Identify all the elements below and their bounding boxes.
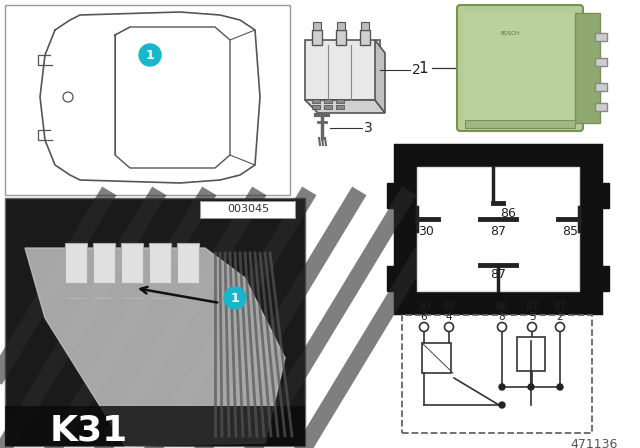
Text: 2: 2: [412, 63, 420, 77]
Text: 1: 1: [419, 60, 428, 76]
Bar: [417, 167, 579, 291]
Text: 4: 4: [445, 312, 452, 322]
Bar: [337, 22, 345, 30]
Bar: [5, 406, 305, 446]
Bar: [517, 337, 545, 371]
Text: 86: 86: [500, 207, 516, 220]
Text: 5: 5: [529, 312, 535, 322]
Circle shape: [528, 384, 534, 390]
Circle shape: [419, 323, 429, 332]
Bar: [575, 13, 600, 123]
Bar: [403, 153, 593, 305]
Bar: [200, 201, 295, 218]
Text: 003045: 003045: [227, 204, 269, 214]
Text: 87: 87: [490, 268, 506, 281]
Text: 1: 1: [146, 48, 154, 61]
Bar: [361, 22, 369, 30]
Text: 3: 3: [364, 121, 372, 135]
Text: 30: 30: [417, 302, 431, 312]
Text: 471136: 471136: [570, 438, 618, 448]
Bar: [387, 266, 403, 291]
Circle shape: [63, 92, 73, 102]
Text: 85: 85: [562, 224, 578, 237]
Text: 86: 86: [495, 302, 509, 312]
Text: 6: 6: [420, 312, 428, 322]
Circle shape: [527, 323, 536, 332]
Bar: [324, 105, 332, 109]
Polygon shape: [375, 40, 385, 113]
Text: 87: 87: [525, 302, 539, 312]
Bar: [336, 105, 344, 109]
Bar: [313, 22, 321, 30]
Bar: [593, 183, 609, 208]
Bar: [149, 243, 171, 283]
Bar: [324, 99, 332, 103]
Bar: [121, 243, 143, 283]
Bar: [5, 198, 305, 446]
Bar: [595, 58, 607, 66]
Bar: [312, 105, 320, 109]
Bar: [387, 183, 403, 208]
Bar: [595, 33, 607, 41]
Bar: [336, 30, 346, 45]
Bar: [595, 83, 607, 91]
Text: 87: 87: [490, 224, 506, 237]
Bar: [312, 99, 320, 103]
Circle shape: [556, 323, 564, 332]
Polygon shape: [25, 248, 285, 446]
Bar: [93, 243, 115, 283]
Text: 8: 8: [499, 312, 506, 322]
Text: 87: 87: [554, 302, 566, 312]
Circle shape: [557, 384, 563, 390]
Bar: [422, 343, 451, 373]
Bar: [465, 120, 575, 128]
Circle shape: [139, 44, 161, 66]
Text: 85: 85: [442, 302, 456, 312]
Circle shape: [224, 287, 246, 309]
Bar: [336, 99, 344, 103]
Bar: [402, 315, 592, 433]
Text: 30: 30: [418, 224, 434, 237]
Circle shape: [497, 323, 506, 332]
Bar: [5, 5, 290, 195]
Text: BOSCH: BOSCH: [500, 30, 520, 35]
Bar: [312, 30, 322, 45]
Circle shape: [499, 402, 505, 408]
Bar: [177, 243, 199, 283]
Circle shape: [445, 323, 454, 332]
Text: K31: K31: [50, 413, 128, 447]
Circle shape: [499, 384, 505, 390]
Bar: [360, 30, 370, 45]
Text: 1: 1: [230, 292, 239, 305]
Bar: [595, 103, 607, 111]
Bar: [593, 266, 609, 291]
Bar: [65, 243, 87, 283]
FancyBboxPatch shape: [463, 13, 577, 127]
Text: 2: 2: [557, 312, 563, 322]
FancyBboxPatch shape: [457, 5, 583, 131]
Polygon shape: [305, 100, 385, 113]
Bar: [305, 40, 380, 100]
